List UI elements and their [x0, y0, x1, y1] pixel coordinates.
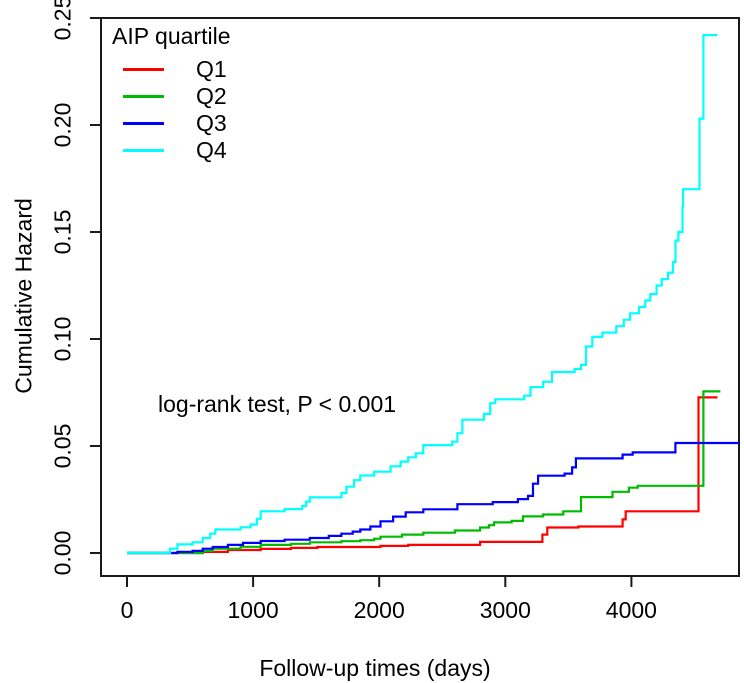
y-tick-label: 0.15 — [49, 209, 76, 255]
legend: AIP quartile Q1 Q2 Q3 Q4 — [112, 23, 230, 164]
legend-label: Q3 — [196, 110, 227, 136]
axis-tick-marks — [90, 17, 633, 587]
y-tick-label: 0.20 — [49, 102, 76, 148]
logrank-annotation: log-rank test, P < 0.001 — [158, 391, 397, 417]
x-tick-label: 3000 — [479, 597, 531, 623]
legend-item-q3: Q3 — [112, 110, 230, 137]
legend-item-q1: Q1 — [112, 56, 230, 83]
y-tick-label: 0.05 — [49, 423, 76, 469]
x-tick-label: 2000 — [353, 597, 405, 623]
legend-label: Q2 — [196, 83, 227, 109]
x-tick-label: 0 — [120, 597, 134, 623]
curve-q3 — [127, 441, 740, 555]
x-tick-label: 4000 — [605, 597, 657, 623]
y-tick-label: 0.00 — [49, 530, 76, 576]
legend-line-swatch — [123, 68, 164, 71]
x-axis-title: Follow-up times (days) — [259, 655, 491, 681]
curve-q2 — [127, 390, 721, 555]
legend-line-swatch — [123, 122, 164, 125]
y-tick-label: 0.10 — [49, 316, 76, 362]
legend-label: Q4 — [196, 137, 227, 163]
y-tick-label: 0.25 — [49, 0, 76, 41]
legend-item-q4: Q4 — [112, 137, 230, 164]
legend-item-q2: Q2 — [112, 83, 230, 110]
curve-q1 — [127, 396, 718, 555]
hazard-step-curves — [127, 34, 740, 555]
legend-line-swatch — [123, 149, 164, 152]
legend-items: Q1 Q2 Q3 Q4 — [112, 56, 230, 164]
x-tick-label: 1000 — [227, 597, 279, 623]
legend-line-swatch — [123, 95, 164, 98]
plot-border — [100, 17, 740, 577]
legend-title: AIP quartile — [112, 23, 231, 49]
y-axis-title: Cumulative Hazard — [10, 198, 37, 394]
legend-label: Q1 — [196, 56, 227, 82]
curve-q4 — [127, 34, 718, 555]
